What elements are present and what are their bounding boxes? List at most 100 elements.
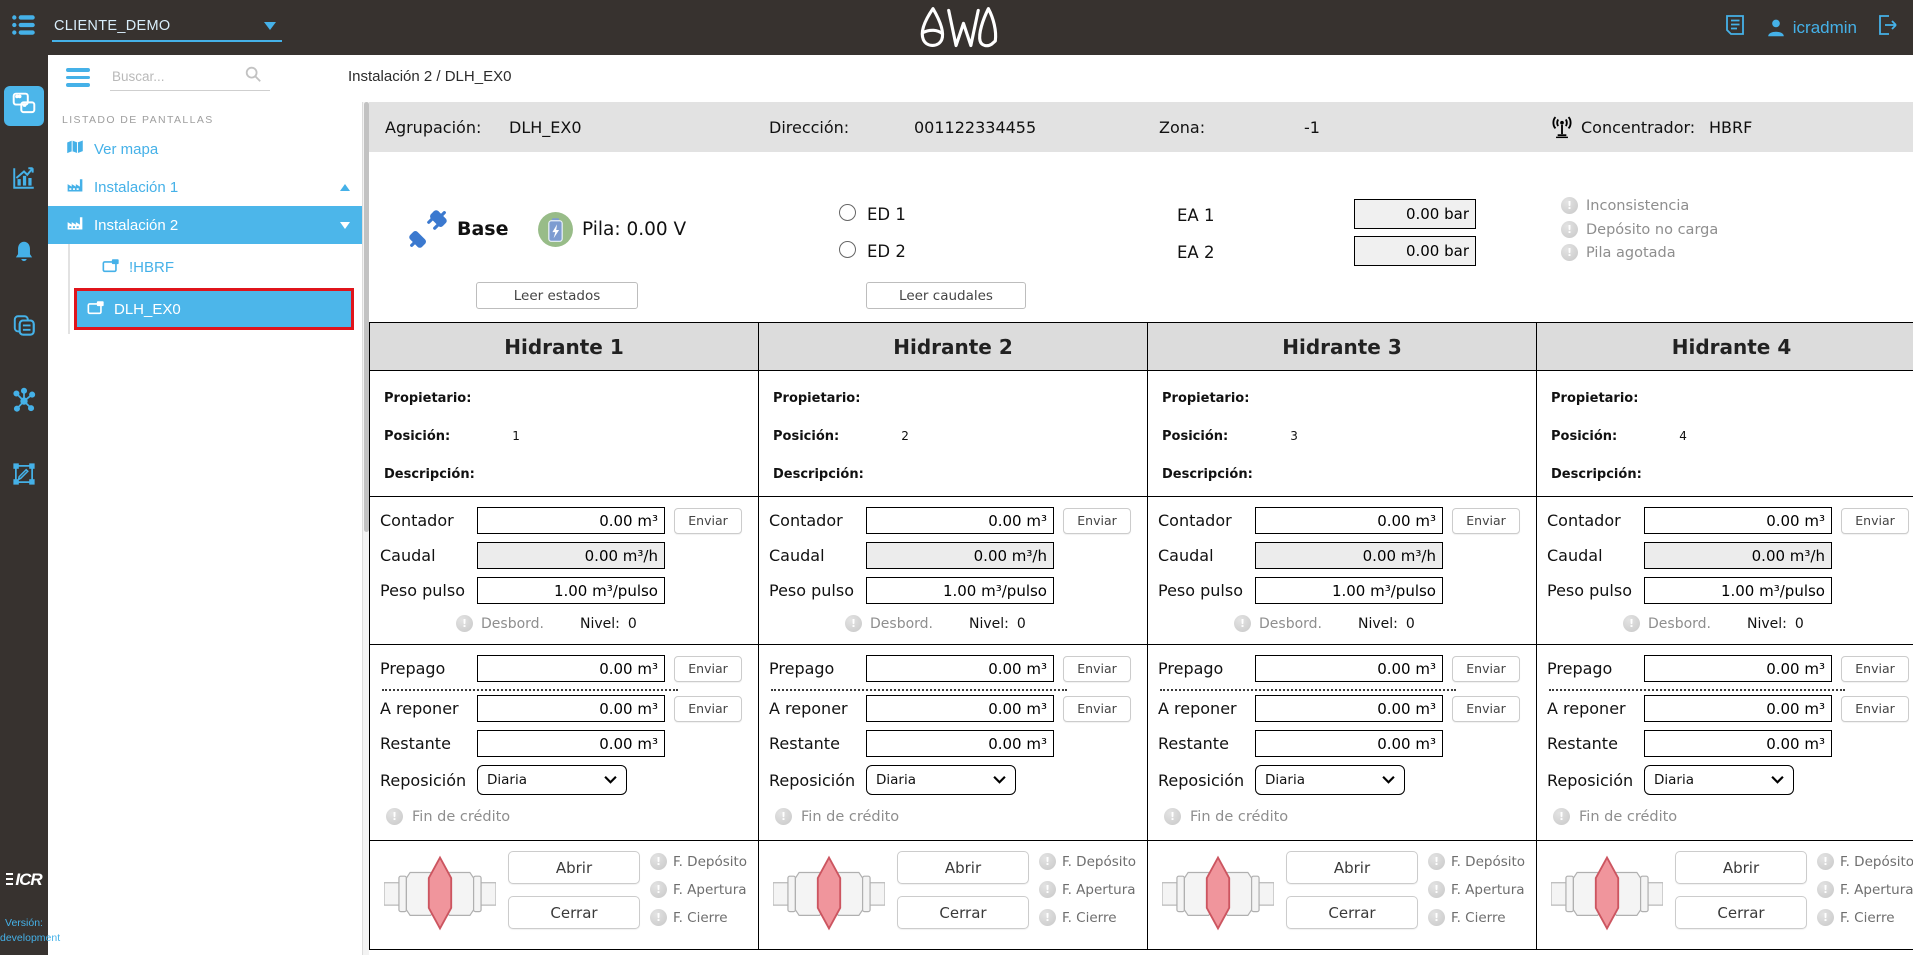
- descripcion-label: Descripción:: [1162, 466, 1253, 482]
- prepago-enviar-button[interactable]: Enviar: [1841, 655, 1909, 682]
- logout-icon[interactable]: [1875, 13, 1899, 42]
- sidebar-item-hbrf[interactable]: !HBRF: [92, 250, 362, 284]
- prepago-input[interactable]: [477, 655, 665, 682]
- hydrant-prepago-section: Prepago Enviar A reponer Enviar Restante…: [1537, 645, 1913, 841]
- charts-nav-button[interactable]: [4, 160, 44, 200]
- screens-nav-button[interactable]: [4, 86, 44, 126]
- a-reponer-enviar-button[interactable]: Enviar: [674, 695, 742, 722]
- sidebar-item-dlh-ex0[interactable]: DLH_EX0: [77, 291, 351, 327]
- chevron-down-icon[interactable]: [340, 221, 350, 229]
- prepago-input[interactable]: [1644, 655, 1832, 682]
- leer-estados-button[interactable]: Leer estados: [476, 282, 638, 309]
- hydrant-valve-section: Abrir Cerrar F. Depósito F. Apertura F. …: [370, 841, 758, 949]
- valve-graphic: [1550, 851, 1664, 949]
- warning-icon: [1623, 615, 1640, 632]
- nivel-label: Nivel:: [969, 615, 1009, 632]
- sidebar-item-ver-mapa[interactable]: Ver mapa: [48, 130, 362, 168]
- instalacion-2-children: !HBRF DLH_EX0: [68, 244, 362, 334]
- contador-enviar-button[interactable]: Enviar: [674, 507, 742, 534]
- fin-credito-status: Fin de crédito: [1553, 808, 1913, 825]
- reposicion-select[interactable]: Diaria: [1255, 765, 1405, 795]
- hydrant-info-section: Propietario: Posición: 2 Descripción:: [759, 371, 1147, 497]
- search-input[interactable]: [110, 63, 244, 90]
- ed1-radio[interactable]: [839, 204, 856, 221]
- warning-icon: [775, 808, 792, 825]
- prepago-enviar-button[interactable]: Enviar: [1063, 655, 1131, 682]
- cerrar-button[interactable]: Cerrar: [897, 896, 1029, 929]
- caudal-input[interactable]: [477, 542, 665, 569]
- contador-input[interactable]: [477, 507, 665, 534]
- a-reponer-input[interactable]: [1255, 695, 1443, 722]
- a-reponer-enviar-button[interactable]: Enviar: [1841, 695, 1909, 722]
- a-reponer-label: A reponer: [1158, 699, 1237, 718]
- restante-input[interactable]: [866, 730, 1054, 757]
- prepago-input[interactable]: [1255, 655, 1443, 682]
- peso-pulso-input[interactable]: [477, 577, 665, 604]
- agrupacion-label: Agrupación:: [385, 118, 482, 137]
- f-deposito-status: F. Depósito: [1817, 853, 1913, 870]
- abrir-button[interactable]: Abrir: [1675, 851, 1807, 884]
- hydrant-title: Hidrante 2: [759, 323, 1147, 371]
- leer-caudales-button[interactable]: Leer caudales: [866, 282, 1026, 309]
- prepago-enviar-button[interactable]: Enviar: [1452, 655, 1520, 682]
- hydrant-prepago-section: Prepago Enviar A reponer Enviar Restante…: [759, 645, 1147, 841]
- contador-enviar-button[interactable]: Enviar: [1063, 507, 1131, 534]
- cerrar-button[interactable]: Cerrar: [1675, 896, 1807, 929]
- cerrar-button[interactable]: Cerrar: [1286, 896, 1418, 929]
- alarms-nav-button[interactable]: [4, 234, 44, 274]
- a-reponer-input[interactable]: [866, 695, 1054, 722]
- peso-pulso-input[interactable]: [1255, 577, 1443, 604]
- base-title: Base: [457, 218, 509, 240]
- a-reponer-enviar-button[interactable]: Enviar: [1452, 695, 1520, 722]
- scrollbar-thumb[interactable]: [364, 102, 369, 532]
- abrir-button[interactable]: Abrir: [897, 851, 1029, 884]
- sidebar-item-instalacion-1[interactable]: Instalación 1: [48, 168, 362, 206]
- contador-enviar-button[interactable]: Enviar: [1452, 507, 1520, 534]
- reposicion-select[interactable]: Diaria: [866, 765, 1016, 795]
- caudal-input[interactable]: [1644, 542, 1832, 569]
- log-icon[interactable]: [1723, 13, 1747, 42]
- contador-input[interactable]: [866, 507, 1054, 534]
- ed2-radio[interactable]: [839, 241, 856, 258]
- reports-nav-button[interactable]: [4, 308, 44, 348]
- caudal-input[interactable]: [1255, 542, 1443, 569]
- client-list-icon[interactable]: [10, 11, 38, 44]
- abrir-button[interactable]: Abrir: [1286, 851, 1418, 884]
- peso-pulso-input[interactable]: [1644, 577, 1832, 604]
- ea1-input[interactable]: [1354, 199, 1476, 229]
- cerrar-button[interactable]: Cerrar: [508, 896, 640, 929]
- a-reponer-enviar-button[interactable]: Enviar: [1063, 695, 1131, 722]
- contador-label: Contador: [1547, 511, 1621, 530]
- peso-pulso-label: Peso pulso: [1547, 581, 1632, 600]
- contador-input[interactable]: [1255, 507, 1443, 534]
- reposicion-select[interactable]: Diaria: [477, 765, 627, 795]
- sidebar-item-instalacion-2[interactable]: Instalación 2: [48, 206, 362, 244]
- editor-nav-button[interactable]: [4, 456, 44, 496]
- prepago-enviar-button[interactable]: Enviar: [674, 655, 742, 682]
- restante-input[interactable]: [1255, 730, 1443, 757]
- abrir-button[interactable]: Abrir: [508, 851, 640, 884]
- peso-pulso-input[interactable]: [866, 577, 1054, 604]
- a-reponer-input[interactable]: [1644, 695, 1832, 722]
- ea2-input[interactable]: [1354, 236, 1476, 266]
- warning-icon: [1039, 909, 1056, 926]
- prepago-input[interactable]: [866, 655, 1054, 682]
- user-menu[interactable]: icradmin: [1765, 17, 1857, 39]
- reposicion-select[interactable]: Diaria: [1644, 765, 1794, 795]
- contador-input[interactable]: [1644, 507, 1832, 534]
- restante-input[interactable]: [477, 730, 665, 757]
- valve-graphic: [1161, 851, 1275, 949]
- warning-icon: [1428, 881, 1445, 898]
- client-selector[interactable]: CLIENTE_DEMO: [52, 14, 282, 42]
- base-section: Base Pila: 0.00 V ED 1 ED 2 EA 1 EA 2: [369, 152, 1913, 322]
- network-nav-button[interactable]: [4, 382, 44, 422]
- contador-enviar-button[interactable]: Enviar: [1841, 507, 1909, 534]
- chevron-up-icon[interactable]: [340, 183, 350, 191]
- sidebar-toggle-button[interactable]: [66, 68, 90, 91]
- vertical-scrollbar[interactable]: [362, 102, 369, 955]
- nivel-label: Nivel:: [580, 615, 620, 632]
- restante-input[interactable]: [1644, 730, 1832, 757]
- a-reponer-input[interactable]: [477, 695, 665, 722]
- caudal-input[interactable]: [866, 542, 1054, 569]
- posicion-value: 1: [512, 429, 520, 443]
